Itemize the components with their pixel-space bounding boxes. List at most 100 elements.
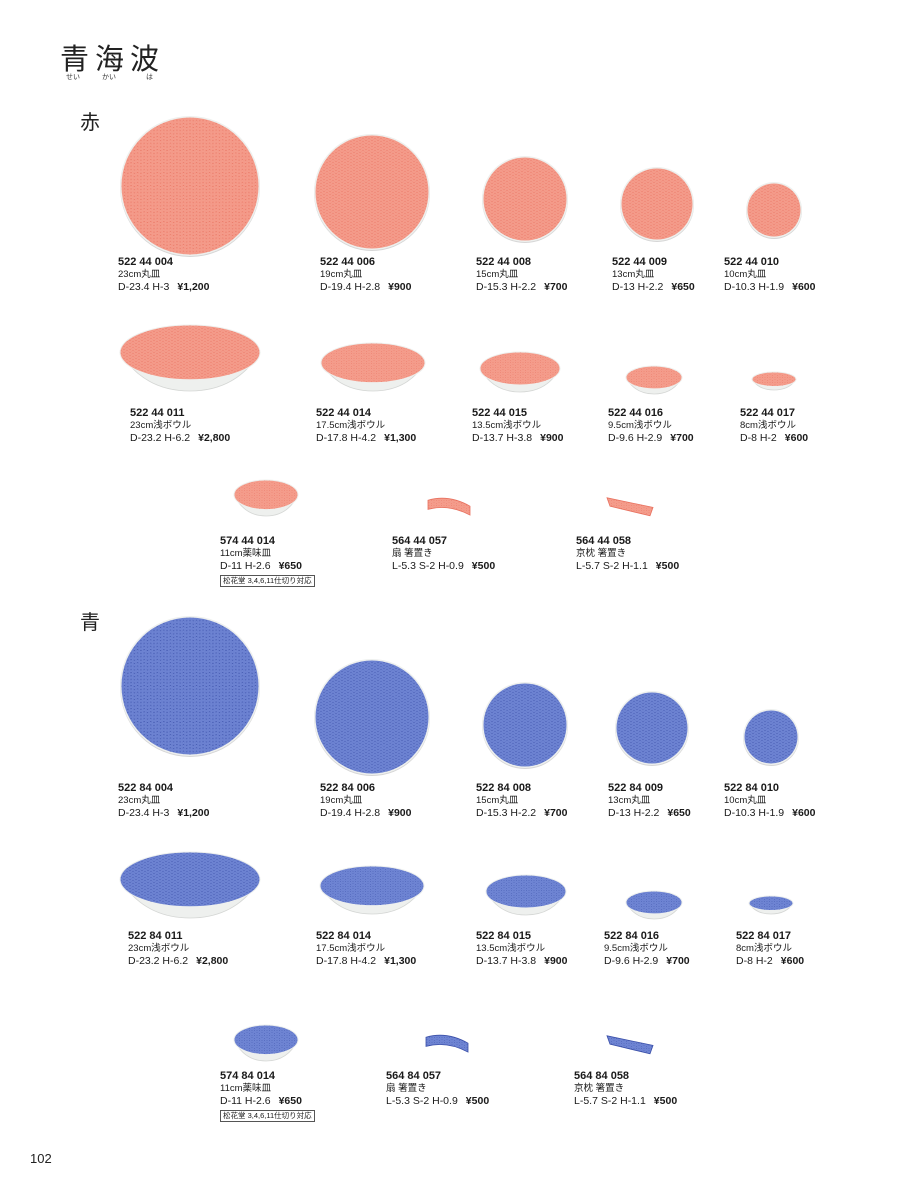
product-image-red-plate (118, 114, 262, 258)
product-name: 扇 箸置き (392, 547, 433, 559)
product-price: ¥600 (792, 281, 816, 293)
product-code: 522 84 009 (608, 782, 664, 794)
product-name: 23cm浅ボウル (130, 419, 192, 431)
product-dimensions: D-23.2 H-6.2 (130, 432, 191, 444)
product-price: ¥1,300 (384, 955, 417, 967)
product-name: 京枕 箸置き (574, 1082, 625, 1094)
product-caption: 522 44 014 17.5cm浅ボウル D-17.8 H-4.2 ¥1,300 (316, 407, 416, 445)
product-image-blue-bowl (118, 850, 262, 920)
product-caption: 522 44 017 8cm浅ボウル D-8 H-2 ¥600 (740, 407, 808, 445)
product-dimensions: D-23.2 H-6.2 (128, 955, 189, 967)
product-caption: 522 84 004 23cm丸皿 D-23.4 H-3 ¥1,200 (118, 782, 209, 820)
product-price: ¥1,200 (177, 807, 210, 819)
product-caption: 522 84 014 17.5cm浅ボウル D-17.8 H-4.2 ¥1,300 (316, 930, 416, 968)
product-dimensions: D-19.4 H-2.8 (320, 807, 381, 819)
product-price: ¥700 (544, 807, 568, 819)
product-dimensions: D-10.3 H-1.9 (724, 281, 785, 293)
product-price: ¥900 (544, 955, 568, 967)
product-name: 11cm薬味皿 (220, 547, 272, 559)
product-caption: 522 84 006 19cm丸皿 D-19.4 H-2.8 ¥900 (320, 782, 411, 820)
product-price: ¥700 (670, 432, 694, 444)
product-name: 扇 箸置き (386, 1082, 427, 1094)
product-caption: 564 44 057 扇 箸置き L-5.3 S-2 H-0.9 ¥500 (392, 535, 495, 573)
product-price: ¥2,800 (198, 432, 231, 444)
product-dimensions: D-19.4 H-2.8 (320, 281, 381, 293)
product-dimensions: D-15.3 H-2.2 (476, 807, 537, 819)
product-caption: 522 84 008 15cm丸皿 D-15.3 H-2.2 ¥700 (476, 782, 567, 820)
product-name: 17.5cm浅ボウル (316, 942, 386, 954)
product-dimensions: L-5.3 S-2 H-0.9 (392, 560, 464, 572)
product-name: 8cm浅ボウル (736, 942, 792, 954)
product-image-blue-rest_fan (422, 1030, 472, 1054)
product-caption: 522 84 016 9.5cm浅ボウル D-9.6 H-2.9 ¥700 (604, 930, 690, 968)
product-caption: 564 84 058 京枕 箸置き L-5.7 S-2 H-1.1 ¥500 (574, 1070, 677, 1108)
product-name: 15cm丸皿 (476, 268, 519, 280)
product-dimensions: D-13.7 H-3.8 (476, 955, 537, 967)
product-image-red-rest_fan (424, 493, 474, 517)
product-price: ¥500 (471, 560, 496, 572)
product-price: ¥2,800 (196, 955, 229, 967)
product-name: 13cm丸皿 (608, 794, 651, 806)
product-dimensions: D-13 H-2.2 (612, 281, 664, 293)
product-code: 564 84 058 (574, 1070, 630, 1082)
product-dimensions: D-13.7 H-3.8 (472, 432, 533, 444)
product-image-red-plate (744, 180, 804, 240)
product-code: 564 44 057 (392, 535, 448, 547)
product-dimensions: D-11 H-2.6 (220, 560, 271, 572)
product-price: ¥650 (667, 807, 691, 819)
product-code: 522 84 016 (604, 930, 660, 942)
product-price: ¥700 (544, 281, 568, 293)
product-image-red-bowl (118, 323, 262, 393)
product-name: 19cm丸皿 (320, 268, 363, 280)
section-label-blue: 青 (80, 610, 100, 634)
product-code: 522 44 004 (118, 256, 174, 268)
product-caption: 522 84 009 13cm丸皿 D-13 H-2.2 ¥650 (608, 782, 691, 820)
product-caption: 522 44 010 10cm丸皿 D-10.3 H-1.9 ¥600 (724, 256, 815, 294)
product-name: 8cm浅ボウル (740, 419, 796, 431)
product-code: 522 84 004 (118, 782, 174, 794)
page-number: 102 (30, 1151, 52, 1166)
product-caption: 522 44 004 23cm丸皿 D-23.4 H-3 ¥1,200 (118, 256, 209, 294)
product-code: 522 84 015 (476, 930, 532, 942)
product-dimensions: D-9.6 H-2.9 (604, 955, 659, 967)
product-code: 522 84 014 (316, 930, 372, 942)
product-dimensions: D-10.3 H-1.9 (724, 807, 785, 819)
product-dimensions: D-13 H-2.2 (608, 807, 660, 819)
product-dimensions: L-5.3 S-2 H-0.9 (386, 1095, 458, 1107)
product-dimensions: D-17.8 H-4.2 (316, 955, 377, 967)
product-image-red-plate (312, 132, 432, 252)
product-dimensions: D-8 H-2 (736, 955, 773, 967)
product-image-blue-bowl (484, 873, 568, 917)
product-image-blue-plate (480, 680, 570, 770)
product-price: ¥500 (653, 1095, 678, 1107)
product-name: 13.5cm浅ボウル (476, 942, 546, 954)
product-code: 522 44 016 (608, 407, 664, 419)
product-code: 522 44 017 (740, 407, 796, 419)
product-price: ¥1,300 (384, 432, 417, 444)
product-caption: 522 44 006 19cm丸皿 D-19.4 H-2.8 ¥900 (320, 256, 411, 294)
product-image-blue-plate (741, 707, 801, 767)
product-code: 522 84 008 (476, 782, 532, 794)
product-code: 522 44 014 (316, 407, 372, 419)
product-name: 京枕 箸置き (576, 547, 627, 559)
product-caption: 574 44 014 11cm薬味皿 D-11 H-2.6 ¥650 松花堂 3,4,6… (220, 535, 315, 587)
product-price: ¥650 (671, 281, 695, 293)
product-code: 574 44 014 (220, 535, 276, 547)
product-code: 522 44 008 (476, 256, 532, 268)
product-name: 15cm丸皿 (476, 794, 519, 806)
product-name: 10cm丸皿 (724, 794, 767, 806)
product-image-blue-bowl (232, 1023, 300, 1063)
product-price: ¥900 (388, 281, 412, 293)
product-price: ¥650 (278, 1095, 302, 1107)
product-code: 522 44 011 (130, 407, 185, 419)
product-price: ¥900 (388, 807, 412, 819)
product-image-red-plate (480, 154, 570, 244)
product-caption: 522 84 011 23cm浅ボウル D-23.2 H-6.2 ¥2,800 (128, 930, 228, 968)
product-caption: 522 44 011 23cm浅ボウル D-23.2 H-6.2 ¥2,800 (130, 407, 230, 445)
product-image-red-rest_pillow (604, 493, 656, 517)
product-caption: 522 84 015 13.5cm浅ボウル D-13.7 H-3.8 ¥900 (476, 930, 567, 968)
product-name: 17.5cm浅ボウル (316, 419, 386, 431)
product-price: ¥700 (666, 955, 690, 967)
product-note: 松花堂 3,4,6,11仕切り対応 (220, 1109, 315, 1122)
product-image-blue-plate (312, 657, 432, 777)
